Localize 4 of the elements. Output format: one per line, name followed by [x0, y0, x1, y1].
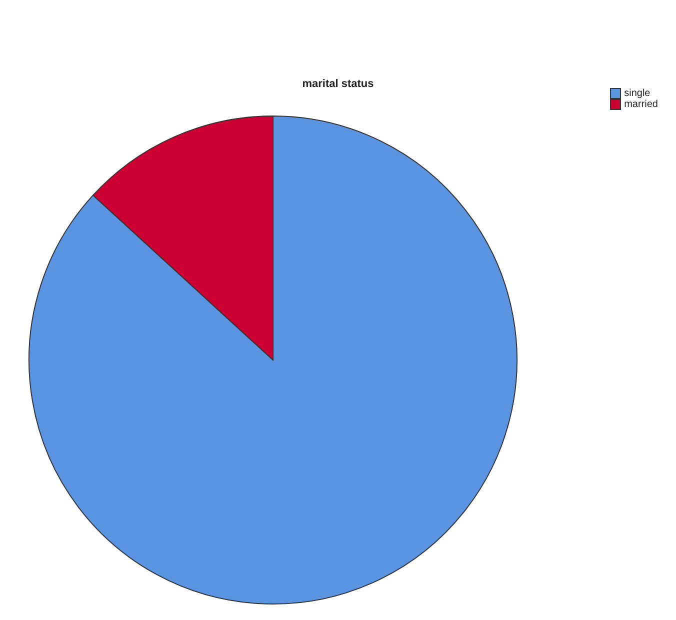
legend-label: married — [624, 99, 658, 110]
legend-label: single — [624, 88, 650, 99]
pie-slice — [28, 116, 518, 604]
chart-title: marital status — [302, 78, 374, 90]
